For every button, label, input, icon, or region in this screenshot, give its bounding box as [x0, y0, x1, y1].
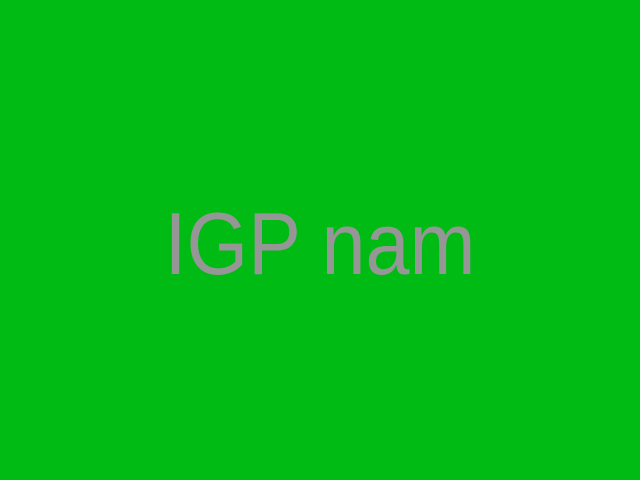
display-text: IGP nam — [164, 194, 476, 293]
